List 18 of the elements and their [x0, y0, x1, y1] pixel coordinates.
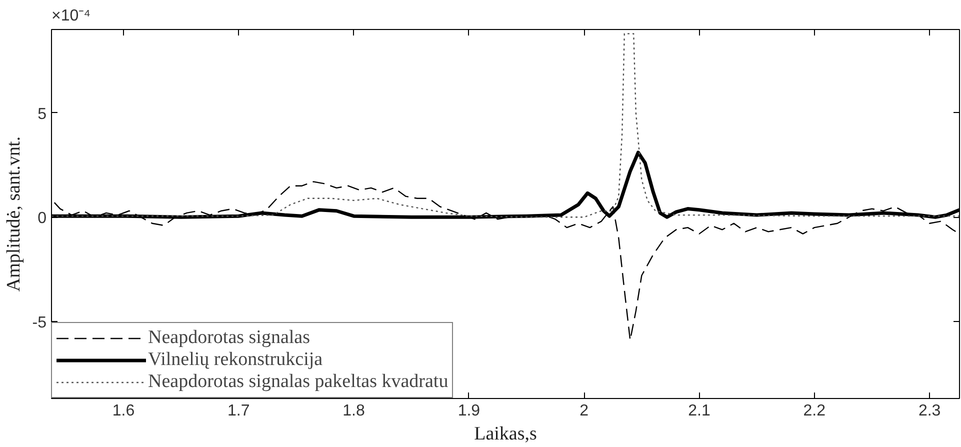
y-tick-label: -5	[32, 314, 47, 332]
y-axis-title: Amplitudė, sant.vnt.	[3, 136, 24, 292]
line-series	[52, 33, 960, 218]
x-tick-label: 2	[580, 402, 589, 420]
x-axis-title: Laikas,s	[474, 424, 537, 444]
x-tick-label: 1.8	[342, 402, 366, 420]
legend-label: Neapdorotas signalas pakeltas kvadratu	[148, 371, 448, 393]
x-tick-label: 2.3	[918, 402, 941, 420]
x-tick-label: 1.9	[458, 402, 480, 420]
x-tick-label: 2.2	[803, 402, 826, 420]
x-tick-label: 1.7	[228, 402, 250, 420]
legend-label: Vilnelių rekonstrukcija	[148, 349, 323, 371]
x-tick-label: 2.1	[688, 402, 710, 420]
y-tick-label: 5	[38, 106, 47, 123]
text: ×10⁻⁴	[52, 8, 91, 24]
legend-label: Neapdorotas signalas	[148, 327, 310, 349]
y-tick-label: 0	[38, 210, 47, 228]
x-tick-label: 1.6	[112, 402, 135, 420]
